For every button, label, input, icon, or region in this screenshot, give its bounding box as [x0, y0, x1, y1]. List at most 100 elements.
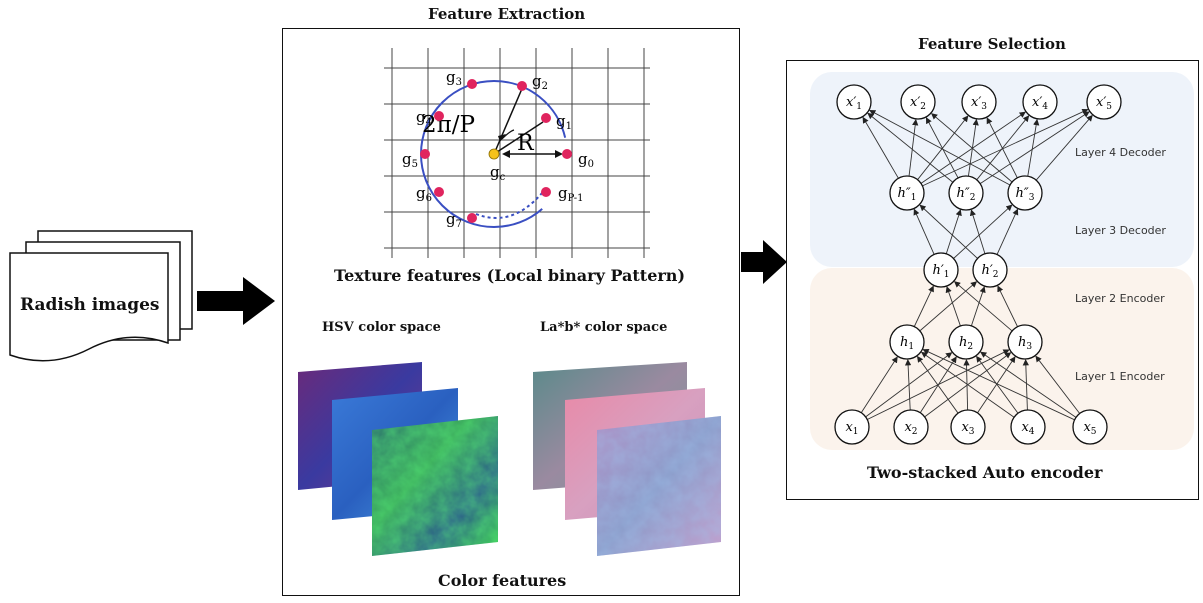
lbp-point-label-0: g0 [578, 150, 594, 170]
radish-images-stack: Radish images [6, 225, 196, 365]
network-edge [931, 113, 1013, 183]
radius-label: R [517, 131, 535, 156]
lab-label: La*b* color space [540, 320, 668, 335]
node-bottleneck-1: h′1 [923, 252, 959, 288]
network-edge [953, 204, 1013, 259]
node-label: x4 [1021, 420, 1034, 437]
node-decoder_hidden-3: h″3 [1007, 175, 1043, 211]
arrow-to-selection [741, 240, 787, 284]
node-decoder_hidden-1: h″1 [889, 175, 925, 211]
lbp-point-label-7: g7 [446, 210, 462, 230]
lab-image-stack [533, 362, 721, 556]
network-edge [970, 286, 986, 327]
hsv-image-stack [298, 362, 498, 556]
network-edge [860, 356, 898, 413]
node-label: h″2 [957, 186, 976, 203]
node-label: x5 [1083, 420, 1096, 437]
node-label: x′5 [1096, 95, 1112, 112]
node-bottleneck-2: h′2 [972, 252, 1008, 288]
network-edge [862, 116, 899, 179]
network-edge [919, 204, 978, 259]
network-edge [920, 111, 1026, 184]
network-edge [925, 117, 959, 179]
network-edge [922, 108, 1089, 187]
network-edge [919, 281, 978, 332]
node-label: x′4 [1032, 95, 1048, 112]
network-edge [945, 209, 962, 254]
lbp-point-label-6: g6 [416, 184, 432, 204]
node-input-1: x1 [834, 409, 870, 445]
node-label: x′3 [971, 95, 987, 112]
lbp-point-label-2: g2 [532, 72, 548, 92]
node-output-4: x′4 [1022, 84, 1058, 120]
lbp-point-label-5: g5 [402, 150, 418, 170]
lbp-point-0 [562, 149, 572, 159]
lbp-point-1 [541, 113, 551, 123]
node-label: h1 [900, 335, 914, 352]
network-edge [979, 111, 1090, 185]
network-edge [996, 208, 1019, 255]
node-encoder_hidden-1: h1 [889, 324, 925, 360]
network-edge [997, 285, 1018, 327]
layer2-label: Layer 2 Encoder [1075, 292, 1165, 305]
node-label: x3 [961, 420, 974, 437]
node-label: x′1 [846, 95, 862, 112]
network-edge [1035, 355, 1081, 414]
lbp-diagram: 2π/P R g0 g1 g2 g3 g4 g5 g6 g7 gP-1 gc [384, 48, 650, 258]
node-label: h″3 [1016, 186, 1035, 203]
network-edge [977, 356, 1016, 414]
node-label: h′1 [932, 263, 949, 280]
page-stack-icon [9, 230, 193, 362]
network-edge [945, 286, 961, 327]
node-input-5: x5 [1072, 409, 1108, 445]
node-label: x1 [845, 420, 858, 437]
autoencoder-network: x′1 x′2 x′3 x′4 x′5 h″1 h″2 h″3 h′1 h′2 h1 h2 h3 x1 x2… [834, 84, 1122, 445]
node-output-2: x′2 [900, 84, 936, 120]
node-label: x′2 [910, 95, 926, 112]
network-edge [908, 118, 919, 177]
node-output-3: x′3 [961, 84, 997, 120]
center-label: gc [490, 163, 506, 183]
network-edge [986, 117, 1018, 179]
node-input-3: x3 [950, 409, 986, 445]
network-edge [869, 110, 1011, 186]
node-label: x2 [904, 420, 917, 437]
autoencoder-caption: Two-stacked Auto encoder [867, 463, 1103, 482]
lbp-point-2 [517, 81, 527, 91]
network-edge [920, 351, 1015, 418]
center-point [488, 148, 500, 160]
color-features-caption: Color features [438, 571, 567, 590]
lbp-point-P-1 [541, 187, 551, 197]
lbp-point-label-P-1: gP-1 [558, 184, 584, 204]
lbp-point-3 [467, 79, 477, 89]
node-output-5: x′5 [1086, 84, 1122, 120]
layer3-label: Layer 3 Decoder [1075, 224, 1166, 237]
network-edge [1035, 114, 1093, 181]
network-edge [922, 349, 1075, 421]
node-decoder_hidden-2: h″2 [948, 175, 984, 211]
network-edge [963, 359, 970, 411]
network-edge [953, 281, 1013, 332]
node-label: h3 [1018, 335, 1032, 352]
network-edge [867, 112, 954, 183]
network-edge [976, 355, 1019, 414]
network-edge [1027, 118, 1040, 177]
feature-extraction-title: Feature Extraction [428, 5, 586, 23]
layer4-label: Layer 4 Decoder [1075, 146, 1166, 159]
network-edge [980, 351, 1077, 418]
network-edge [1022, 359, 1029, 411]
node-label: h′2 [981, 263, 998, 280]
lbp-point-label-1: g1 [556, 112, 572, 132]
node-label: h″1 [898, 186, 917, 203]
lbp-point-7 [467, 213, 477, 223]
layer1-label: Layer 1 Encoder [1075, 370, 1165, 383]
network-edge [916, 355, 959, 414]
lbp-point-4 [434, 111, 444, 121]
lbp-point-label-4: g4 [416, 108, 432, 128]
network-edge [969, 209, 986, 254]
node-encoder_hidden-2: h2 [948, 324, 984, 360]
lbp-point-label-3: g3 [446, 68, 462, 88]
node-input-2: x2 [893, 409, 929, 445]
node-output-1: x′1 [836, 84, 872, 120]
lbp-point-5 [420, 149, 430, 159]
